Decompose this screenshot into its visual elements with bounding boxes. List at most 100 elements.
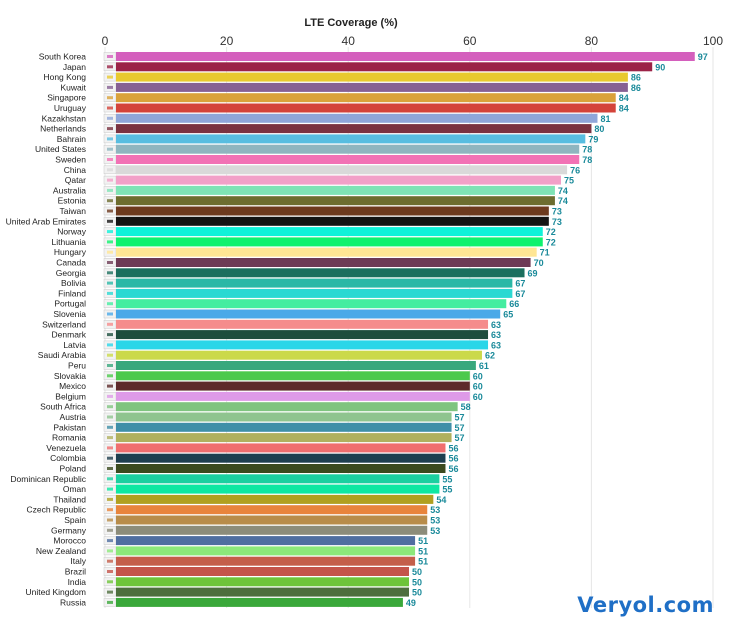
category-label: India	[68, 577, 87, 587]
value-label: 50	[412, 567, 422, 577]
flag-emblem	[107, 240, 113, 244]
bar	[116, 124, 592, 134]
flag-emblem	[107, 539, 113, 543]
bar	[116, 505, 428, 515]
flag-emblem	[107, 456, 113, 460]
flag-emblem	[107, 364, 113, 367]
flag-emblem	[107, 436, 113, 440]
flag-emblem	[107, 85, 113, 89]
flag-emblem	[107, 75, 113, 79]
bar	[116, 587, 409, 597]
flag-emblem	[107, 570, 113, 573]
category-label: Georgia	[56, 268, 87, 278]
flag-emblem	[107, 549, 113, 553]
category-label: United States	[35, 144, 86, 154]
value-label: 62	[485, 351, 495, 361]
category-label: Singapore	[47, 93, 86, 103]
bar	[116, 484, 440, 494]
value-label: 55	[442, 474, 452, 484]
bar	[116, 258, 531, 267]
bar	[116, 52, 695, 61]
value-label: 57	[455, 423, 465, 433]
value-label: 78	[582, 155, 592, 165]
category-label: Saudi Arabia	[38, 350, 86, 360]
category-label: Slovenia	[53, 309, 86, 319]
category-label: Sweden	[55, 155, 86, 165]
flag-emblem	[107, 333, 113, 337]
bar	[116, 237, 543, 247]
bar	[116, 299, 507, 309]
bar	[116, 453, 446, 463]
bar	[116, 309, 501, 319]
flag-emblem	[107, 425, 113, 429]
flag-emblem	[107, 312, 113, 316]
bar	[116, 93, 616, 103]
category-label: Kazakhstan	[42, 113, 87, 123]
value-label: 86	[631, 73, 641, 83]
bar	[116, 361, 476, 370]
flag-emblem	[107, 600, 113, 604]
value-label: 49	[406, 598, 416, 608]
value-label: 70	[534, 258, 544, 268]
x-tick-label: 60	[463, 34, 477, 48]
value-label: 56	[448, 454, 458, 464]
value-label: 74	[558, 186, 568, 196]
bar	[116, 443, 446, 453]
category-label: Denmark	[52, 330, 87, 340]
bar	[116, 247, 537, 257]
category-label: Pakistan	[53, 422, 86, 432]
value-label: 50	[412, 588, 422, 598]
bar	[116, 268, 525, 278]
flag-emblem	[107, 96, 113, 100]
bar	[116, 288, 513, 298]
flag-emblem	[107, 405, 113, 409]
bar	[116, 185, 555, 195]
value-label: 78	[582, 145, 592, 155]
category-label: Oman	[63, 484, 86, 494]
value-label: 72	[546, 237, 556, 247]
category-label: Estonia	[58, 196, 87, 206]
value-label: 67	[515, 289, 525, 299]
value-label: 63	[491, 340, 501, 350]
value-label: 86	[631, 83, 641, 93]
value-label: 57	[455, 413, 465, 423]
category-label: Bahrain	[57, 134, 87, 144]
category-label: Hungary	[54, 247, 87, 257]
category-label: Norway	[57, 227, 87, 237]
value-label: 66	[509, 299, 519, 309]
category-label: Romania	[52, 433, 86, 443]
value-label: 53	[430, 516, 440, 526]
flag-emblem	[107, 322, 113, 326]
flag-emblem	[107, 168, 113, 172]
bar	[116, 567, 409, 576]
bar	[116, 433, 452, 443]
flag-emblem	[107, 147, 113, 151]
bar	[116, 165, 568, 175]
flag-emblem	[107, 343, 113, 347]
x-tick-label: 40	[342, 34, 356, 48]
bar	[116, 62, 653, 72]
value-label: 73	[552, 217, 562, 227]
flag-emblem	[107, 178, 113, 182]
value-label: 51	[418, 536, 428, 546]
category-label: Lithuania	[51, 237, 86, 247]
bar	[116, 391, 470, 401]
value-label: 73	[552, 207, 562, 217]
flag-emblem	[107, 209, 113, 213]
category-label: Morocco	[53, 536, 86, 546]
bar	[116, 577, 409, 587]
bar	[116, 72, 628, 82]
bar	[116, 525, 428, 535]
category-label: Thailand	[53, 494, 86, 504]
category-label: Latvia	[63, 340, 86, 350]
flag-emblem	[107, 559, 113, 563]
value-label: 51	[418, 546, 428, 556]
bar	[116, 278, 513, 288]
bar	[116, 196, 555, 206]
category-label: Finland	[58, 288, 86, 298]
category-label: Japan	[63, 62, 86, 72]
value-label: 97	[698, 52, 708, 62]
flag-emblem	[107, 590, 113, 594]
value-label: 55	[442, 485, 452, 495]
value-label: 61	[479, 361, 489, 371]
